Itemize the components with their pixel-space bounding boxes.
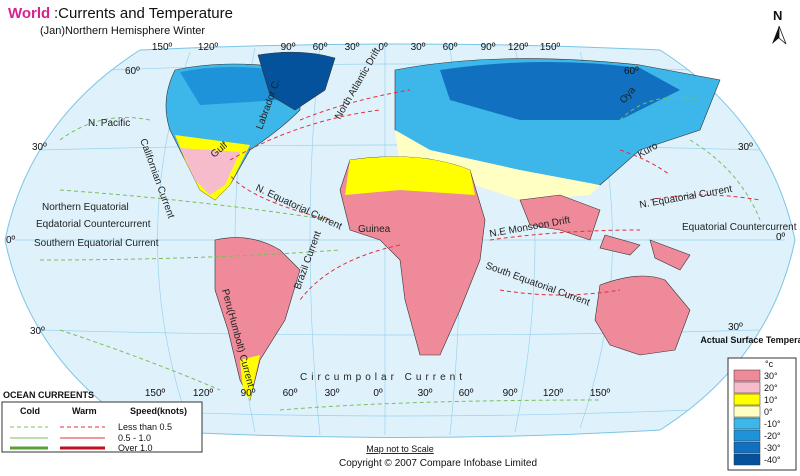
latitude-label: 60º — [125, 66, 140, 77]
legend-speed-item: 0.5 - 1.0 — [118, 433, 151, 443]
longitude-label: 120º — [198, 42, 219, 53]
title: :Currents and Temperature — [54, 5, 233, 22]
temp-label: -10° — [764, 419, 781, 429]
longitude-label: 120º — [543, 388, 564, 399]
temp-swatch — [733, 405, 761, 418]
north-arrow — [772, 26, 779, 44]
temp-label: 20° — [764, 383, 778, 393]
temp-label: -40° — [764, 455, 781, 465]
longitude-label: 0º — [378, 42, 388, 53]
longitude-label: 30º — [418, 388, 433, 399]
scale-note: Map not to Scale — [366, 444, 434, 454]
current-label: Guinea — [358, 224, 391, 235]
temp-label: 10° — [764, 395, 778, 405]
latitude-label: 0º — [6, 235, 16, 246]
temp-swatch — [733, 429, 761, 442]
latitude-label: 30º — [738, 142, 753, 153]
temp-swatch — [733, 369, 761, 382]
temp-swatch — [733, 453, 761, 466]
current-label: Northern Equatorial — [42, 202, 129, 213]
legend-speed-item: Over 1.0 — [118, 443, 153, 453]
temp-label: -20° — [764, 431, 781, 441]
latitude-label: 0º — [776, 232, 786, 243]
temperature-legend: Actual Surface Temperature °c 30° 20° 10° 0… — [700, 335, 800, 471]
latitude-label: 30º — [30, 326, 45, 337]
current-label: Equatorial Countercurrent — [682, 222, 797, 233]
latitude-label: 30º — [32, 142, 47, 153]
latitude-label: 60º — [624, 66, 639, 77]
latitude-label: 30º — [728, 322, 743, 333]
longitude-label: 90º — [503, 388, 518, 399]
current-label: N. Pacific — [88, 118, 130, 129]
longitude-label: 90º — [281, 42, 296, 53]
legend-title: OCEAN CURREENTS — [3, 390, 94, 400]
longitude-label: 30º — [345, 42, 360, 53]
continents — [165, 51, 721, 401]
temp-unit: °c — [765, 359, 774, 369]
longitude-label: 90º — [481, 42, 496, 53]
north-arrow — [778, 25, 787, 45]
current-arrows — [39, 89, 761, 411]
longitude-label: 150º — [590, 388, 611, 399]
longitude-label: 120º — [193, 388, 214, 399]
subtitle: (Jan)Northern Hemisphere Winter — [40, 25, 205, 37]
longitude-label: 60º — [459, 388, 474, 399]
north-label: N — [773, 8, 782, 23]
longitude-label: 60º — [443, 42, 458, 53]
current-label: Southern Equatorial Current — [34, 238, 159, 249]
longitude-label: 30º — [411, 42, 426, 53]
temp-label: 0° — [764, 407, 773, 417]
temp-swatch — [733, 381, 761, 394]
longitude-label: 150º — [152, 42, 173, 53]
temp-title: Actual Surface Temperature — [700, 335, 800, 345]
temp-swatch — [733, 441, 761, 454]
longitude-label: 150º — [145, 388, 166, 399]
longitude-label: 120º — [508, 42, 529, 53]
current-label: Circumpolar Current — [300, 372, 466, 383]
longitude-label: 60º — [283, 388, 298, 399]
temp-label: 30° — [764, 371, 778, 381]
temp-swatch — [733, 393, 761, 406]
legend-speed: Speed(knots) — [130, 406, 187, 416]
longitude-label: 90º — [241, 388, 256, 399]
longitude-label: 30º — [325, 388, 340, 399]
legend-speed-item: Less than 0.5 — [118, 422, 172, 432]
legend-warm: Warm — [72, 406, 97, 416]
longitude-label: 150º — [540, 42, 561, 53]
title-highlight: World — [8, 5, 50, 22]
ocean-currents-legend: OCEAN CURREENTS Cold Warm Speed(knots) L… — [1, 390, 203, 453]
longitude-label: 0º — [373, 388, 383, 399]
labels: World :Currents and Temperature (Jan)Nor… — [8, 5, 787, 45]
legend-cold: Cold — [20, 406, 40, 416]
temp-swatch — [733, 417, 761, 430]
temp-label: -30° — [764, 443, 781, 453]
copyright: Copyright © 2007 Compare Infobase Limite… — [339, 458, 537, 469]
longitude-label: 60º — [313, 42, 328, 53]
current-label: Eqdatorial Countercurrent — [36, 219, 151, 230]
